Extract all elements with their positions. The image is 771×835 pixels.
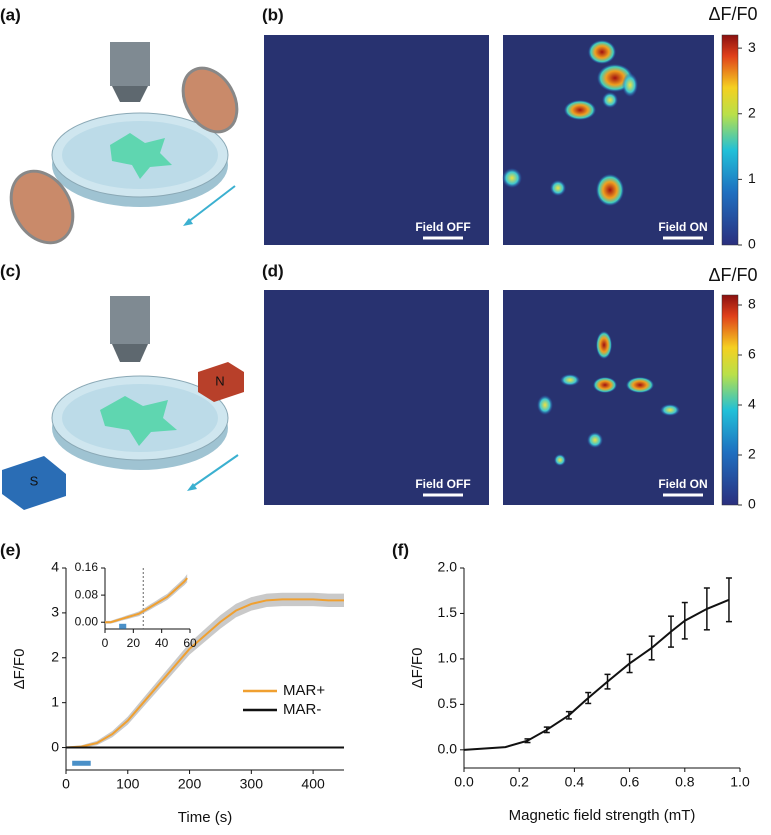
y-axis-label: ΔF/F0: [11, 649, 28, 690]
stimulus-bar: [119, 623, 127, 629]
panel-label: (f): [392, 540, 409, 559]
illustration-a: [9, 42, 239, 245]
x-tick-label: 100: [116, 776, 140, 792]
image-label: Field ON: [658, 477, 707, 491]
colorbar-tick-label: 1: [748, 170, 756, 186]
colorbar-tick-label: 3: [748, 39, 756, 55]
colorbar-title: ΔF/F0: [708, 265, 757, 285]
x-tick-label: 0.8: [675, 774, 695, 790]
colorbar-tick-label: 0: [748, 496, 756, 512]
image-label: Field OFF: [415, 220, 470, 234]
x-tick-label: 400: [301, 776, 325, 792]
y-tick-label: 3: [51, 604, 59, 620]
panel-label: (b): [262, 5, 284, 24]
series-line: [65, 598, 344, 749]
colorbar-tick-label: 2: [748, 104, 756, 120]
colorbar: [721, 294, 739, 506]
y-tick-label: 4: [51, 559, 59, 575]
colorbar: [721, 34, 739, 246]
y-tick-label: 1: [51, 693, 59, 709]
y-tick-label: 0.08: [75, 587, 99, 601]
y-tick-label: 0.00: [75, 614, 99, 628]
legend-label: MAR-: [283, 701, 321, 718]
x-tick-label: 40: [155, 636, 169, 650]
series-line: [105, 577, 188, 624]
x-tick-label: 200: [178, 776, 202, 792]
x-tick-label: 1.0: [730, 774, 750, 790]
x-axis-label: Time (s): [178, 809, 232, 826]
y-tick-label: 0.16: [75, 560, 99, 574]
error-band: [66, 592, 344, 749]
x-tick-label: 20: [127, 636, 141, 650]
colorbar-tick-label: 0: [748, 236, 756, 252]
image-label: Field ON: [658, 220, 707, 234]
x-tick-label: 60: [183, 636, 197, 650]
x-tick-label: 0: [62, 776, 70, 792]
y-tick-label: 2: [51, 648, 59, 664]
panel-label: (e): [0, 540, 21, 559]
panel-label: (d): [262, 261, 284, 280]
x-tick-label: 0.2: [509, 774, 529, 790]
micrographs: [264, 35, 714, 505]
y-tick-label: 0.5: [438, 695, 458, 711]
panel-label: (c): [0, 261, 21, 280]
x-tick-label: 0: [102, 636, 109, 650]
magnet-label: N: [215, 373, 224, 388]
magnet-label: S: [30, 473, 39, 488]
y-tick-label: 0: [51, 738, 59, 754]
panel-label: (a): [0, 5, 21, 24]
y-axis-label: ΔF/F0: [409, 648, 426, 689]
x-tick-label: 0.0: [454, 774, 474, 790]
y-tick-label: 2.0: [438, 559, 458, 575]
colorbar-title: ΔF/F0: [708, 4, 757, 24]
x-tick-label: 0.6: [620, 774, 640, 790]
illustration-c: [2, 296, 244, 510]
y-tick-label: 0.0: [438, 741, 458, 757]
x-tick-label: 0.4: [565, 774, 585, 790]
plot-background: [464, 568, 740, 768]
stimulus-bar: [72, 760, 91, 766]
colorbar-tick-label: 2: [748, 446, 756, 462]
x-axis-label: Magnetic field strength (mT): [509, 807, 696, 824]
x-tick-label: 300: [240, 776, 264, 792]
image-label: Field OFF: [415, 477, 470, 491]
y-tick-label: 1.5: [438, 604, 458, 620]
legend-label: MAR+: [283, 682, 325, 699]
colorbar-tick-label: 8: [748, 296, 756, 312]
colorbar-tick-label: 6: [748, 346, 756, 362]
colorbar-tick-label: 4: [748, 396, 756, 412]
y-tick-label: 1.0: [438, 650, 458, 666]
